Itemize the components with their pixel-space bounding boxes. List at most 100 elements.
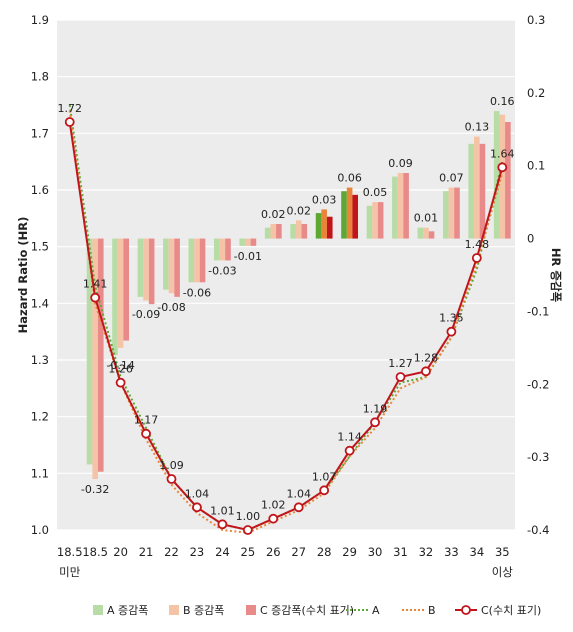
line-c-value-label: 1.41 [83,278,108,291]
x-tick-label: 33 [444,545,459,559]
bar-b [321,209,327,239]
x-tick-label: 26 [266,545,281,559]
bar-b [270,224,277,239]
line-c-value-label: 1.14 [337,431,362,444]
data-labels: -0.32-0.14-0.09-0.08-0.06-0.03-0.010.02 0… [57,95,514,523]
bar-b [295,220,302,239]
gridlines [57,19,515,531]
bar-b [423,227,429,239]
line-c-value-label: 1.64 [490,147,515,160]
axes: 1.0 1.1 1.2 1.3 1.4 1.5 1.6 1.7 1.8 1.9 -0.4 -0.3 -0… [31,13,550,579]
bar-a [239,238,246,246]
line-c-value-label: 1.35 [439,312,464,325]
bar-c [454,187,460,239]
line-c-value-label: 1.26 [108,363,133,376]
x-tick-label: 25 [241,545,256,559]
y-left-tick-label: 1.5 [31,240,49,254]
bar-a [137,238,144,297]
bar-a [264,227,271,239]
bars [86,111,511,479]
legend-swatch [169,605,179,615]
bar-c-value-label: -0.03 [208,264,236,277]
x-tick-label: 30 [368,545,383,559]
y-left-tick-label: 1.2 [31,410,49,424]
bar-b [194,238,200,283]
x-tick-label: 34 [470,545,485,559]
bar-b [143,238,149,301]
bar-c-value-label: 0.07 [439,172,464,185]
y-left-tick-label: 1.7 [31,126,49,140]
y-left-tick-label: 1.0 [31,523,49,537]
y-right-tick-label: 0.1 [527,159,545,173]
bar-c-value-label: 0.05 [363,186,388,199]
bar-a [366,205,373,239]
line-c-value-label: 1.02 [261,499,286,512]
bar-c-value-label: 0.03 [312,193,337,206]
line-c-value-label: 1.27 [388,357,413,370]
y-right-tick-label: 0.2 [527,86,545,100]
legend: A 증감폭 B 증감폭 C 증감폭(수치 표기) A B C(수치 표기) [93,604,541,617]
x-tick-label: 24 [215,545,230,559]
line-c-marker [497,162,508,173]
legend-swatch [246,605,256,615]
y-left-tick-label: 1.1 [31,466,49,480]
line-c-marker [115,377,126,388]
y-left-tick-label: 1.3 [31,353,49,367]
bar-a [112,238,118,356]
legend-swatch [93,605,103,615]
legend-label: C(수치 표기) [481,604,541,617]
bar-b [397,173,404,239]
y-left-tick-label: 1.8 [31,70,49,84]
bar-c [505,122,511,239]
line-c-marker [268,513,279,524]
bar-a [493,111,500,239]
bar-c [352,194,359,239]
x-tick-label: 32 [419,545,434,559]
line-c-marker [141,428,151,439]
bar-a [341,191,347,239]
bar-c [199,238,206,283]
bar-c-value-label: -0.01 [234,250,262,263]
bar-c-value-label: -0.14 [106,359,134,372]
line-c-value-label: 1.07 [312,470,337,483]
bar-a [442,191,449,239]
bar-b [219,238,226,261]
y-right-tick-label: 0 [527,232,534,246]
bar-b [168,238,175,294]
bar-b [448,187,455,239]
line-c-marker [344,445,355,456]
x-tick-sublabel: 이상 [492,565,514,579]
x-tick-label: 18.5 [82,545,108,559]
bar-c-value-label: 0.06 [337,172,362,185]
bar-c [97,238,104,472]
y-left-tick-label: 1.9 [31,13,49,27]
bar-c-value-label: 0.09 [388,157,413,170]
bar-a [315,213,322,239]
line-c-value-label: 1.28 [414,351,439,364]
bar-c [479,143,486,239]
bar-c-value-label: 0.02 [261,208,286,221]
line-c-marker [166,474,177,484]
bar-a [213,238,220,261]
bar-c [174,238,180,297]
line-c-value-label: 1.09 [159,459,184,472]
bar-a [188,238,195,283]
line-c-marker [446,326,457,337]
line-c-value-label: 1.00 [236,510,261,523]
bar-c [403,173,409,239]
x-tick-label: 31 [393,545,408,559]
y-right-tick-label: 0.3 [527,13,545,27]
y-left-tick-label: 1.6 [31,183,49,197]
bar-b [372,202,378,239]
plot-area [57,20,515,530]
legend-swatch [461,605,471,615]
line-c-marker [293,502,304,513]
bar-b [117,238,124,348]
line-c-value-label: 1.17 [134,414,159,427]
x-tick-label: 20 [113,545,128,559]
legend-label: B [428,604,436,617]
x-tick-label: 27 [291,545,306,559]
bar-a [86,238,93,465]
bar-a [392,176,398,239]
y-right-tick-label: -0.2 [527,377,549,391]
